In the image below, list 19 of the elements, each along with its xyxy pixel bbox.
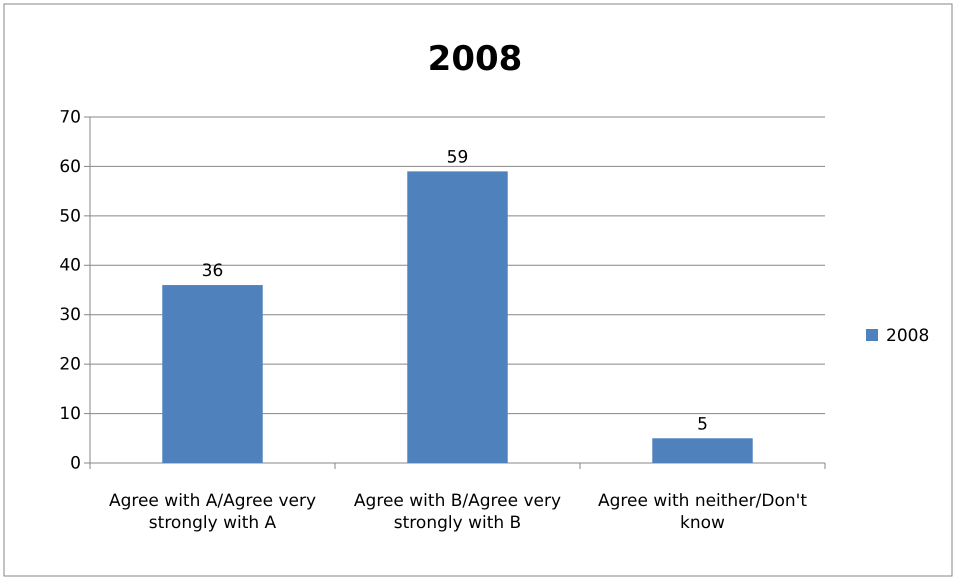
legend-label: 2008 — [886, 326, 930, 346]
y-tick-label: 30 — [59, 305, 81, 326]
bar — [652, 438, 753, 463]
y-tick-label: 50 — [59, 206, 81, 226]
x-tick-label: Agree with B/Agree very strongly with B — [354, 491, 562, 534]
data-label: 59 — [446, 147, 468, 168]
data-label: 5 — [697, 414, 708, 434]
y-tick-label: 0 — [70, 453, 81, 474]
data-label: 36 — [202, 261, 224, 282]
y-tick-label: 10 — [59, 404, 81, 424]
x-tick-label: Agree with A/Agree very strongly with A — [108, 491, 316, 534]
x-tick-label: Agree with neither/Don't know — [598, 491, 808, 534]
chart-title: 2008 — [428, 39, 522, 79]
bar — [407, 171, 508, 463]
y-tick-label: 60 — [59, 156, 81, 177]
y-tick-label: 40 — [59, 256, 81, 276]
y-tick-label: 20 — [59, 354, 81, 375]
bar — [162, 285, 263, 463]
y-tick-label: 70 — [59, 107, 81, 128]
